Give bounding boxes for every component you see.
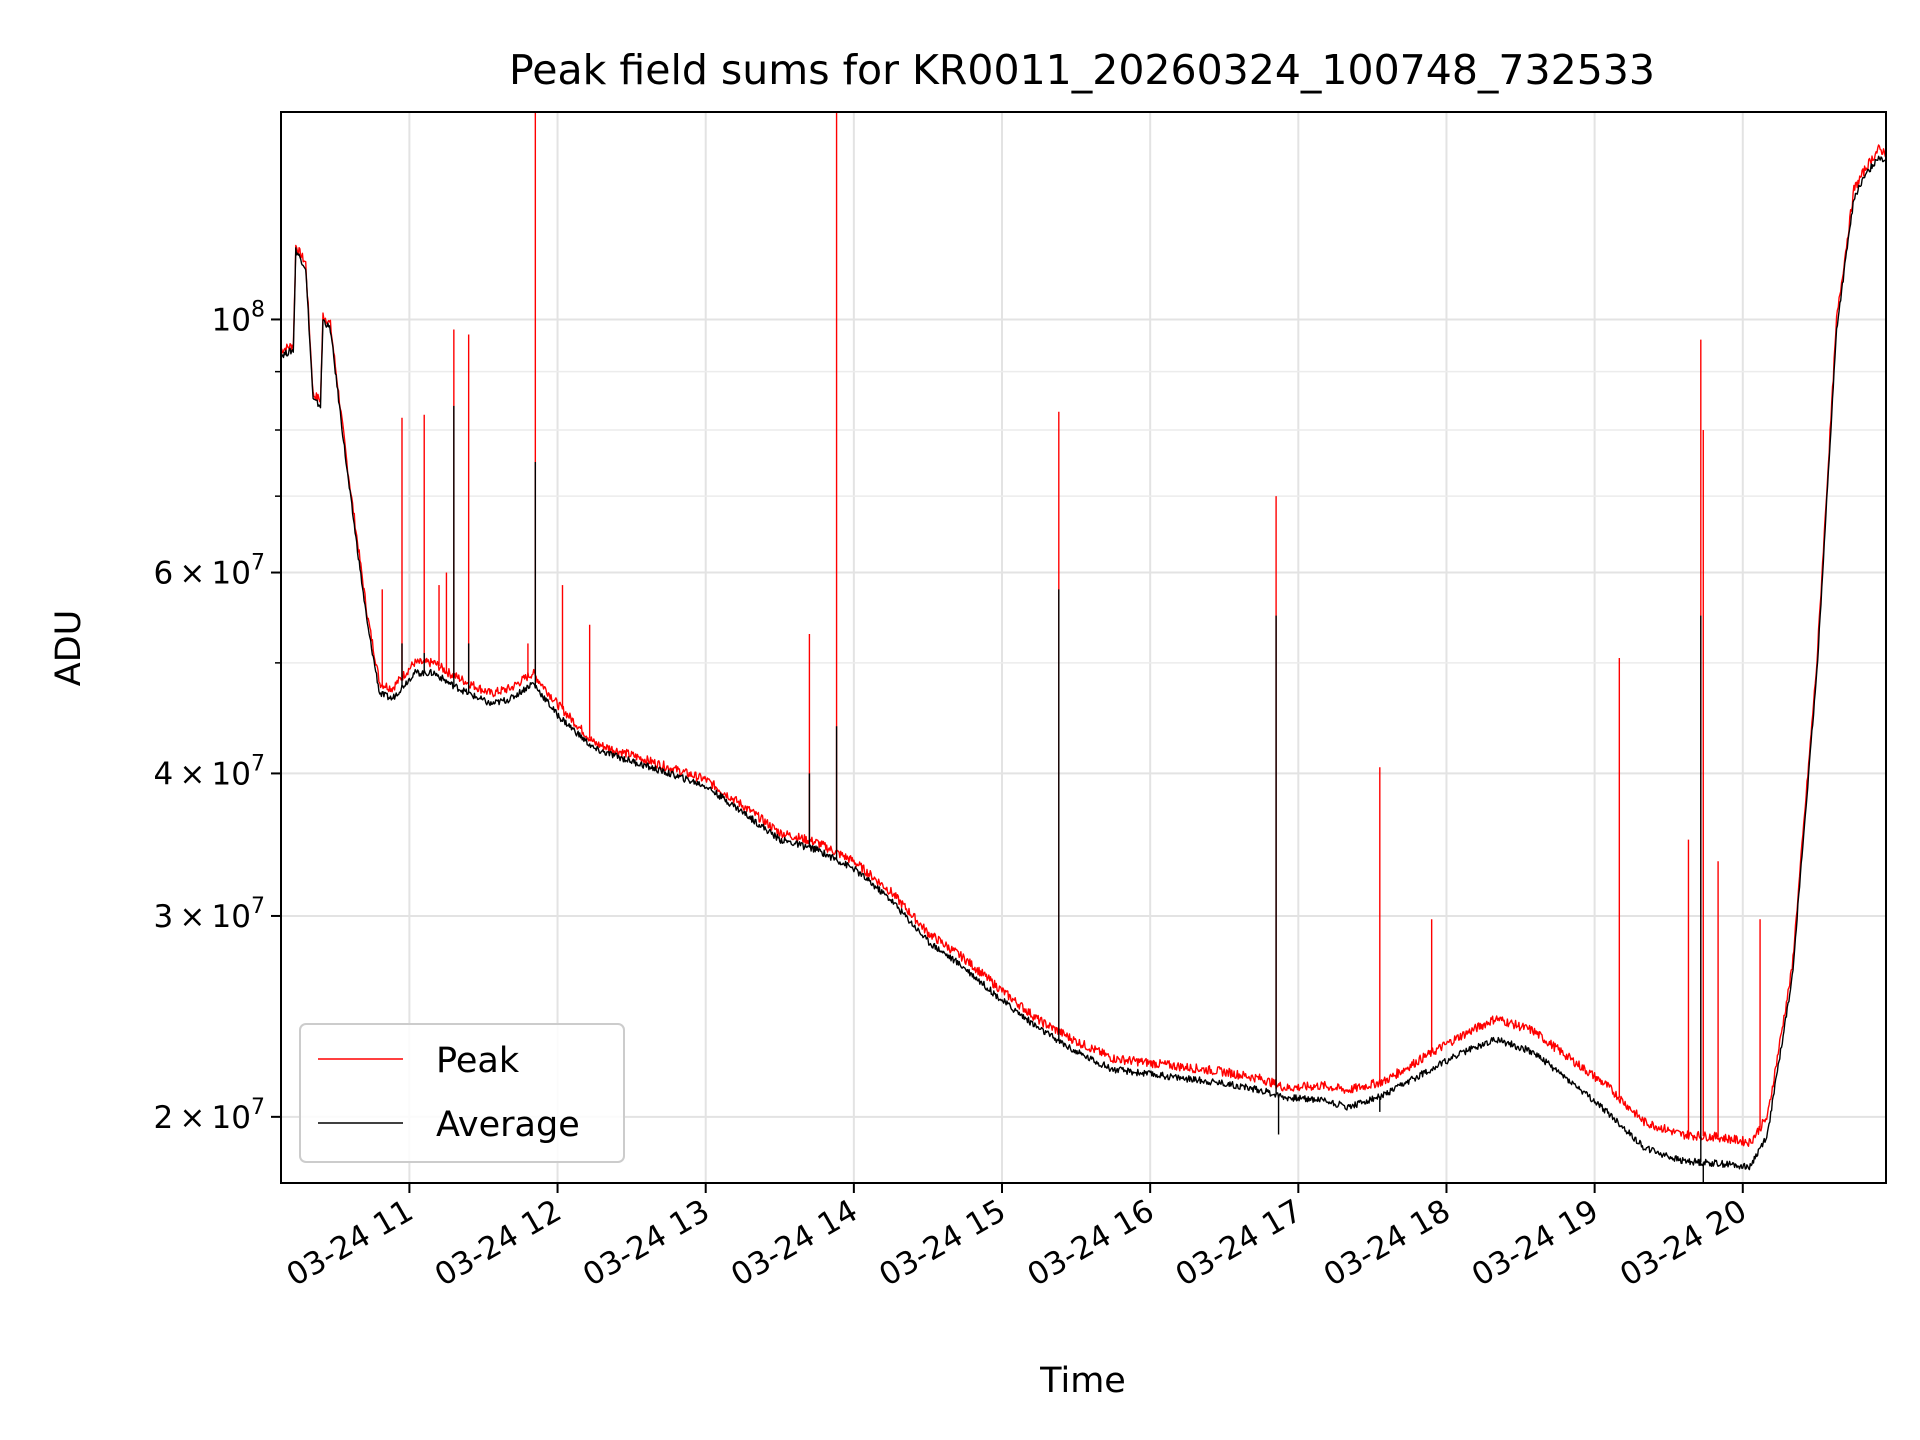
legend-label-average: Average (436, 1105, 580, 1145)
y-tick-label: 2 × 107 (153, 1095, 265, 1136)
legend-label-peak: Peak (436, 1041, 520, 1081)
series-line-average (280, 155, 1887, 1171)
y-tick-label: 6 × 107 (153, 551, 265, 592)
y-tick-label: 4 × 107 (153, 751, 265, 792)
grid (281, 112, 1886, 1183)
chart-title: Peak field sums for KR0011_20260324_1007… (509, 46, 1655, 94)
series-layer (280, 112, 1887, 1183)
y-axis-label: ADU (49, 610, 89, 687)
plot-frame (280, 111, 1887, 1184)
y-tick-label: 3 × 107 (153, 894, 265, 935)
series-line-peak (280, 144, 1887, 1147)
x-axis-label: Time (1039, 1361, 1126, 1401)
y-axis: 2 × 107 3 × 107 4 × 107 6 × 107 108 (153, 297, 281, 1136)
y-tick-label: 108 (212, 297, 265, 338)
legend: Peak Average (299, 1023, 625, 1163)
